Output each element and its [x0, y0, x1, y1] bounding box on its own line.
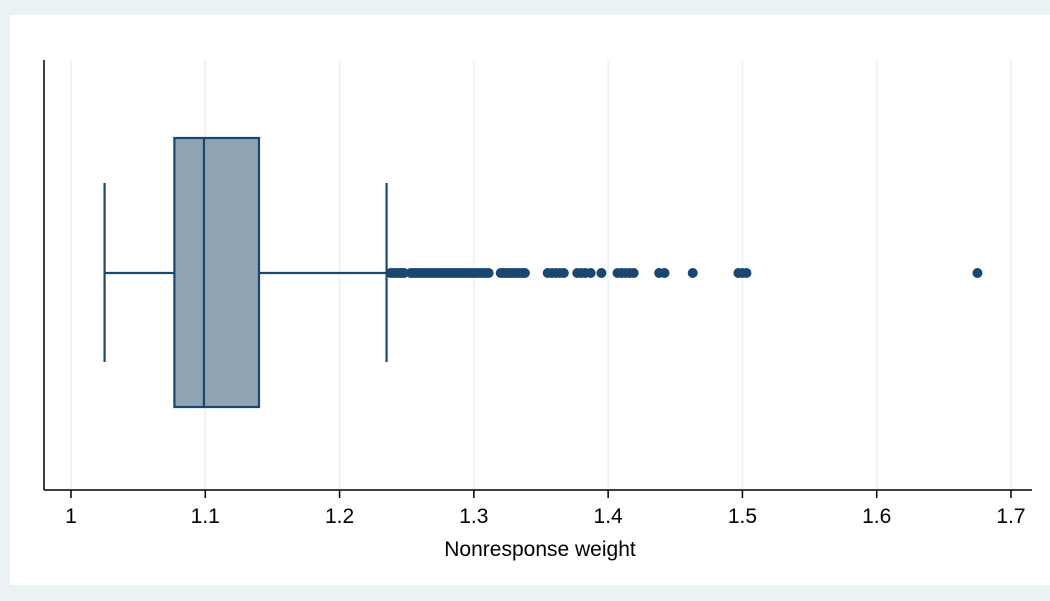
outlier-point: [585, 268, 596, 278]
plot-region-background: [10, 15, 1050, 585]
outlier-points: [385, 268, 983, 278]
x-tick-label: 1.5: [728, 505, 757, 528]
outlier-point: [741, 268, 752, 278]
box-group: [103, 136, 388, 409]
x-axis-ticks: 1 1.1 1.2 1.3 1.4 1.5 1.6 1.7: [65, 490, 1026, 528]
x-tick-label: 1.2: [325, 505, 354, 528]
x-tick-label: 1.4: [594, 505, 624, 528]
outlier-point: [483, 268, 494, 278]
outlier-point: [687, 268, 698, 278]
outlier-point: [596, 268, 607, 278]
outlier-point: [558, 268, 569, 278]
x-tick-label: 1.6: [862, 505, 891, 528]
interquartile-box: [173, 136, 261, 409]
outlier-point: [628, 268, 639, 278]
outlier-point: [659, 268, 670, 278]
x-axis-title: Nonresponse weight: [444, 538, 636, 561]
x-tick-label: 1: [65, 505, 77, 528]
outlier-point: [972, 268, 983, 278]
x-tick-label: 1.3: [459, 505, 488, 528]
outlier-point: [519, 268, 530, 278]
x-tick-label: 1.1: [191, 505, 220, 528]
x-tick-label: 1.7: [996, 505, 1025, 528]
